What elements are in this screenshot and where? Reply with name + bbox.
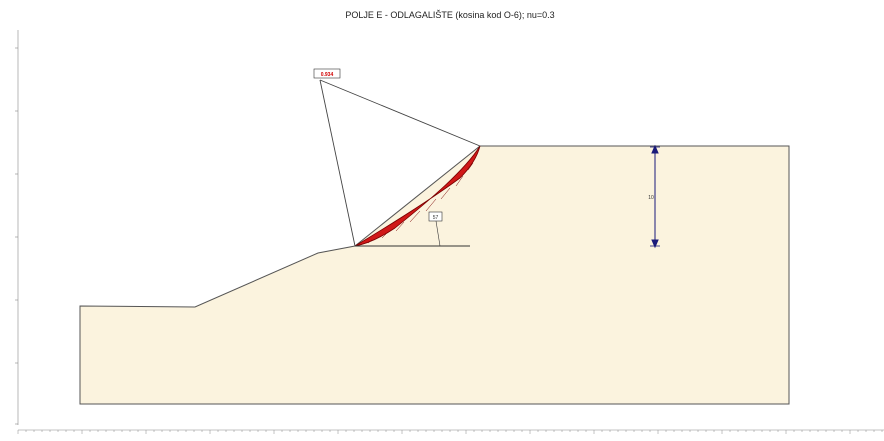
soil-body (79, 145, 790, 405)
slice-lines (367, 162, 474, 244)
slip-surface (354, 145, 481, 247)
x-axis (17, 429, 884, 434)
dimension-label: 10 (648, 195, 654, 201)
factor-of-safety-label: 0.934 (321, 72, 334, 78)
radius-lines (319, 79, 481, 247)
diagram-title: POLJE E - ODLAGALIŠTE (kosina kod O-6); … (345, 10, 554, 20)
y-axis (15, 30, 19, 425)
slice-label: 57 (433, 215, 439, 221)
slice-label-marker: 57 (428, 211, 443, 247)
height-dimension (650, 144, 660, 249)
factor-of-safety-marker: 0.934 (313, 68, 341, 79)
